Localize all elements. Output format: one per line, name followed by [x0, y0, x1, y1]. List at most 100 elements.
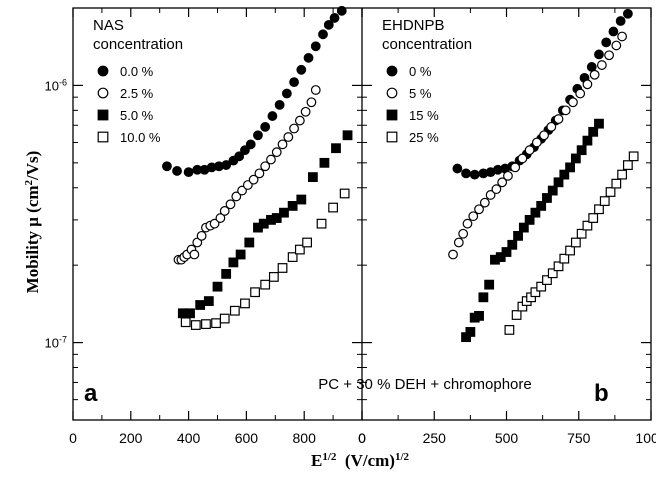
- x-tick-label: 500: [495, 430, 519, 446]
- data-point-filled-square: [279, 207, 289, 218]
- data-point-filled-square: [570, 153, 581, 164]
- data-point-filled-circle: [594, 49, 604, 60]
- data-point-open-circle: [458, 228, 469, 239]
- data-point-open-circle: [468, 211, 479, 222]
- data-point-filled-circle: [469, 169, 480, 180]
- legend-entry: 5.0 %: [120, 108, 154, 123]
- data-point-filled-circle: [274, 99, 285, 110]
- data-point-filled-square: [588, 126, 599, 137]
- data-point-open-square: [617, 169, 627, 180]
- data-point-filled-circle: [329, 13, 340, 23]
- data-point-open-square: [504, 325, 515, 335]
- data-point-open-circle: [575, 88, 586, 99]
- data-point-open-square: [628, 151, 639, 162]
- data-point-filled-square: [287, 201, 298, 211]
- data-point-open-circle: [560, 105, 571, 116]
- data-point-open-circle: [254, 168, 265, 179]
- data-point-open-square: [565, 245, 575, 256]
- x-tick-label: 600: [235, 430, 259, 446]
- data-point-filled-circle: [260, 121, 271, 132]
- data-point-open-circle: [289, 123, 299, 134]
- data-point-open-square: [190, 320, 201, 330]
- data-point-open-circle: [604, 50, 614, 61]
- data-point-filled-circle: [267, 111, 278, 121]
- y-tick-label: 10-6: [45, 77, 67, 93]
- data-point-open-square: [588, 213, 599, 223]
- x-tick-label: 0: [358, 430, 366, 446]
- data-point-filled-square: [530, 207, 541, 218]
- data-point-filled-square: [465, 327, 476, 337]
- data-point-open-circle: [266, 154, 276, 165]
- legend-title: concentration: [382, 36, 472, 53]
- data-point-open-circle: [453, 237, 464, 248]
- data-point-filled-circle: [318, 29, 328, 40]
- data-point-open-circle: [589, 69, 600, 80]
- data-point-filled-circle: [601, 37, 612, 48]
- x-tick-label: 1000: [635, 430, 656, 446]
- data-point-filled-circle: [183, 167, 194, 178]
- data-point-filled-circle: [452, 163, 463, 174]
- data-point-open-square: [553, 261, 564, 272]
- y-tick-label: 10-7: [45, 335, 67, 351]
- data-point-open-circle: [531, 137, 542, 148]
- data-point-open-square: [294, 244, 305, 255]
- data-point-filled-circle: [172, 166, 182, 176]
- x-tick-label: 400: [177, 430, 201, 446]
- data-point-open-circle: [524, 145, 535, 156]
- data-point-open-square: [559, 253, 570, 264]
- data-point-open-circle: [237, 185, 247, 196]
- data-point-filled-circle: [615, 16, 626, 26]
- x-tick-label: 0: [69, 430, 77, 446]
- data-point-open-square: [229, 305, 240, 316]
- data-point-open-circle: [479, 197, 490, 208]
- data-point-filled-circle: [97, 65, 109, 77]
- data-point-filled-circle: [245, 139, 256, 150]
- data-point-open-circle: [294, 115, 305, 126]
- data-point-open-square: [611, 178, 622, 189]
- data-point-filled-square: [319, 157, 330, 168]
- y-axis-label: Mobility μ (cm2/Vs): [23, 151, 42, 294]
- data-point-open-circle: [231, 191, 242, 202]
- x-tick-label: 0: [358, 430, 366, 446]
- data-point-open-circle: [306, 97, 317, 108]
- data-point-filled-square: [212, 281, 223, 292]
- data-point-filled-square: [228, 257, 239, 268]
- data-point-filled-square: [203, 296, 214, 306]
- legend-entry: 2.5 %: [120, 86, 154, 101]
- data-point-filled-square: [495, 252, 506, 262]
- data-point-open-circle: [568, 97, 578, 108]
- data-point-open-square: [594, 204, 604, 215]
- data-point-open-circle: [611, 40, 622, 51]
- legend-entry: 0 %: [409, 64, 432, 79]
- data-point-filled-circle: [303, 52, 314, 63]
- data-point-filled-circle: [289, 77, 299, 88]
- data-point-filled-square: [97, 109, 109, 121]
- legend-entry: 15 %: [409, 108, 439, 123]
- data-point-open-circle: [386, 87, 398, 99]
- data-point-open-square: [605, 187, 616, 197]
- data-point-filled-square: [221, 268, 232, 279]
- data-point-filled-square: [244, 237, 255, 248]
- legend-entry: 0.0 %: [120, 64, 154, 79]
- data-point-open-circle: [485, 190, 496, 200]
- data-point-filled-square: [565, 162, 575, 173]
- data-point-open-square: [240, 298, 250, 309]
- annotation-text: PC + 30 % DEH + chromophore: [318, 376, 531, 393]
- legend-title: concentration: [93, 36, 183, 53]
- panel-letter-b: b: [594, 380, 609, 407]
- data-point-open-circle: [448, 249, 458, 260]
- data-point-open-circle: [491, 184, 502, 195]
- data-point-filled-square: [501, 247, 512, 257]
- data-point-open-circle: [225, 199, 236, 210]
- data-point-filled-circle: [162, 161, 172, 172]
- data-point-filled-circle: [310, 41, 321, 52]
- data-point-open-square: [302, 237, 312, 248]
- data-point-open-circle: [617, 31, 627, 42]
- data-point-open-circle: [219, 206, 230, 216]
- data-point-open-circle: [196, 230, 207, 241]
- data-point-open-square: [530, 287, 541, 298]
- data-point-filled-circle: [240, 145, 250, 156]
- data-point-open-square: [219, 313, 230, 324]
- data-point-filled-square: [547, 185, 558, 196]
